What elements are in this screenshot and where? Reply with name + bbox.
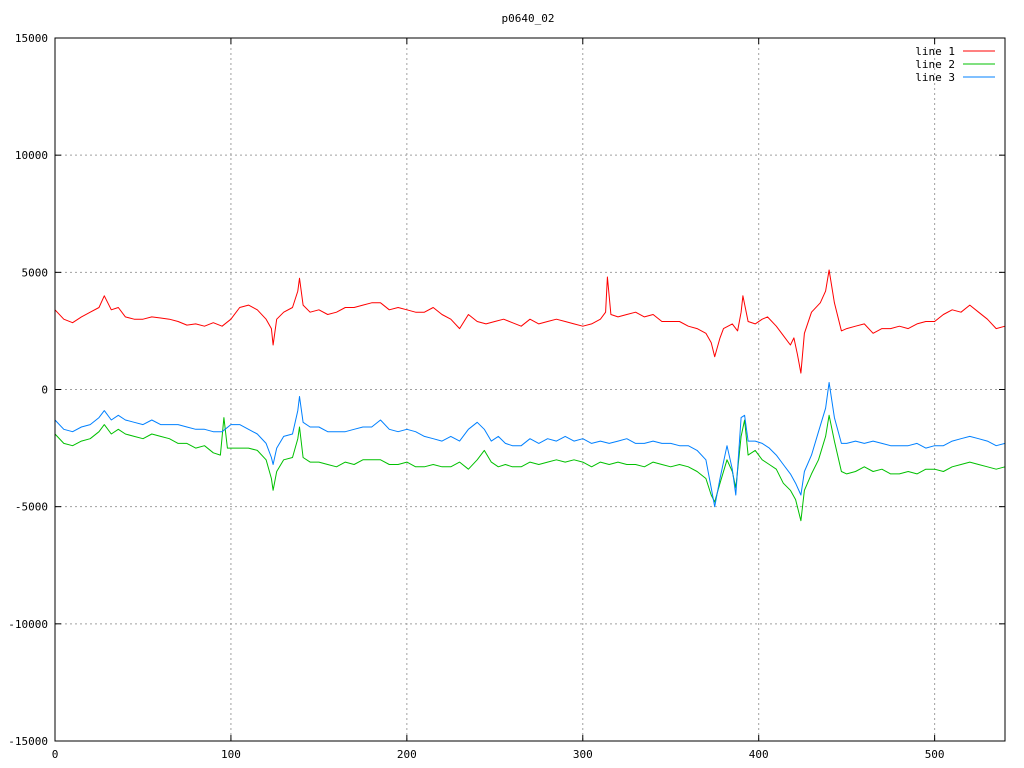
legend-label: line 2 [915,58,955,71]
series-line-3 [54,382,1006,508]
grid [55,38,1005,741]
legend-label: line 1 [915,45,955,58]
x-tick-label: 200 [397,748,417,761]
axis-ticks [54,37,1005,742]
legend-label: line 3 [915,71,955,84]
y-axis-tick-labels: -15000 -10000 -5000 0 5000 10000 15000 [8,32,48,748]
x-tick-label: 400 [749,748,769,761]
y-tick-label: 15000 [15,32,48,45]
x-axis-tick-labels: 0 100 200 300 400 500 [52,748,945,761]
y-tick-label: 0 [41,384,48,397]
series-layer [54,269,1006,522]
x-tick-label: 500 [925,748,945,761]
y-tick-label: -10000 [8,618,48,631]
y-tick-label: -5000 [15,501,48,514]
x-tick-label: 300 [573,748,593,761]
x-tick-label: 100 [221,748,241,761]
series-line-2 [54,414,1006,522]
x-tick-label: 0 [52,748,59,761]
y-tick-label: 10000 [15,149,48,162]
y-tick-label: 5000 [22,266,49,279]
chart-title: p0640_02 [502,12,555,25]
y-tick-label: -15000 [8,735,48,748]
series-line-1 [54,269,1006,374]
